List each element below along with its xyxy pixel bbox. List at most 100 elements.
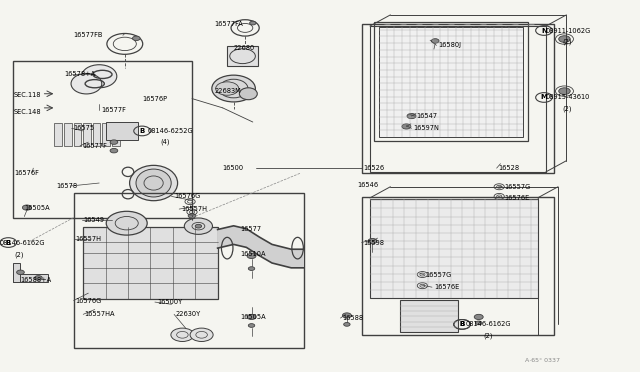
Text: 16576E: 16576E	[434, 284, 459, 290]
Bar	[362, 197, 554, 335]
Text: 16577F: 16577F	[101, 107, 126, 113]
Bar	[102, 123, 110, 146]
Text: 16577FB: 16577FB	[74, 32, 103, 38]
Circle shape	[22, 205, 31, 210]
Circle shape	[248, 324, 255, 327]
Text: 22683M: 22683M	[214, 88, 241, 94]
Text: 08915-43610: 08915-43610	[545, 94, 589, 100]
Bar	[13, 61, 192, 218]
Circle shape	[195, 224, 202, 228]
PathPatch shape	[218, 226, 304, 268]
Text: 16500Y: 16500Y	[157, 299, 182, 305]
Bar	[379, 27, 523, 137]
Text: 16580J: 16580J	[438, 42, 461, 48]
Text: SEC.148: SEC.148	[14, 109, 42, 115]
Circle shape	[474, 314, 483, 320]
Text: 22680: 22680	[234, 45, 255, 51]
Bar	[362, 24, 554, 173]
Circle shape	[247, 314, 256, 320]
Circle shape	[132, 36, 140, 41]
Bar	[83, 123, 91, 146]
Circle shape	[250, 21, 256, 25]
Bar	[93, 123, 100, 146]
Bar	[64, 123, 72, 146]
Circle shape	[35, 276, 42, 280]
Ellipse shape	[212, 75, 255, 102]
Text: 16576G: 16576G	[174, 193, 200, 199]
Circle shape	[17, 270, 24, 275]
Circle shape	[216, 82, 239, 95]
Bar	[74, 123, 81, 146]
Bar	[374, 22, 528, 141]
Text: 16578: 16578	[56, 183, 77, 189]
Circle shape	[247, 253, 256, 259]
Circle shape	[402, 124, 411, 129]
Text: 08911-1062G: 08911-1062G	[545, 28, 591, 33]
Text: 16588+A: 16588+A	[20, 277, 52, 283]
Text: 16547: 16547	[416, 113, 437, 119]
Ellipse shape	[71, 74, 102, 94]
Text: 08146-6162G: 08146-6162G	[0, 240, 45, 246]
Circle shape	[559, 36, 570, 42]
Circle shape	[188, 214, 196, 218]
Bar	[74, 193, 304, 348]
Text: 16546: 16546	[357, 182, 378, 188]
Text: 16576P: 16576P	[142, 96, 167, 102]
Text: 08146-6252G: 08146-6252G	[147, 128, 193, 134]
Text: 16505A: 16505A	[24, 205, 50, 211]
Circle shape	[248, 267, 255, 270]
Text: N: N	[541, 28, 547, 33]
Text: 16510A: 16510A	[240, 251, 266, 257]
Text: 16578+A: 16578+A	[64, 71, 95, 77]
Bar	[227, 46, 258, 66]
Text: M: M	[541, 94, 547, 100]
Bar	[83, 227, 218, 299]
Text: (4): (4)	[160, 139, 170, 145]
Bar	[400, 300, 458, 332]
Text: (2): (2)	[14, 251, 24, 258]
Text: A·65° 0337: A·65° 0337	[525, 357, 560, 363]
Text: B: B	[6, 240, 11, 246]
Text: 16577FA: 16577FA	[214, 21, 243, 27]
Circle shape	[368, 238, 377, 244]
Text: 16557H: 16557H	[76, 236, 102, 242]
Text: (2): (2)	[483, 332, 493, 339]
Text: (2): (2)	[562, 105, 572, 112]
Text: 16500: 16500	[223, 165, 244, 171]
Circle shape	[559, 88, 570, 94]
Bar	[106, 122, 138, 140]
Ellipse shape	[136, 169, 172, 197]
Circle shape	[184, 218, 212, 234]
Circle shape	[110, 148, 118, 153]
Circle shape	[171, 328, 194, 341]
Text: 16588: 16588	[342, 315, 364, 321]
Bar	[370, 199, 538, 298]
Circle shape	[190, 328, 213, 341]
Ellipse shape	[239, 88, 257, 100]
Text: 16576F: 16576F	[14, 170, 39, 176]
Circle shape	[431, 39, 439, 43]
Bar	[13, 274, 48, 282]
Circle shape	[407, 113, 416, 119]
Text: 16557HA: 16557HA	[84, 311, 115, 317]
Ellipse shape	[129, 166, 178, 201]
Circle shape	[342, 313, 351, 318]
Text: B: B	[460, 321, 465, 327]
Text: 16557G: 16557G	[504, 184, 531, 190]
Bar	[13, 263, 20, 282]
Text: 16528: 16528	[498, 165, 519, 171]
Bar	[370, 26, 546, 172]
Bar	[54, 123, 62, 146]
Bar	[112, 123, 120, 146]
Text: 16526: 16526	[364, 165, 385, 171]
Text: SEC.118: SEC.118	[14, 92, 42, 98]
Text: 08146-6162G: 08146-6162G	[466, 321, 511, 327]
Text: 16557H: 16557H	[181, 206, 207, 212]
Text: 16597N: 16597N	[413, 125, 438, 131]
Text: 22630Y: 22630Y	[176, 311, 201, 317]
Text: 16598: 16598	[364, 240, 385, 246]
Text: 16576E: 16576E	[504, 195, 529, 201]
Circle shape	[106, 211, 147, 235]
Text: 16577: 16577	[241, 226, 262, 232]
Text: 16505A: 16505A	[240, 314, 266, 320]
